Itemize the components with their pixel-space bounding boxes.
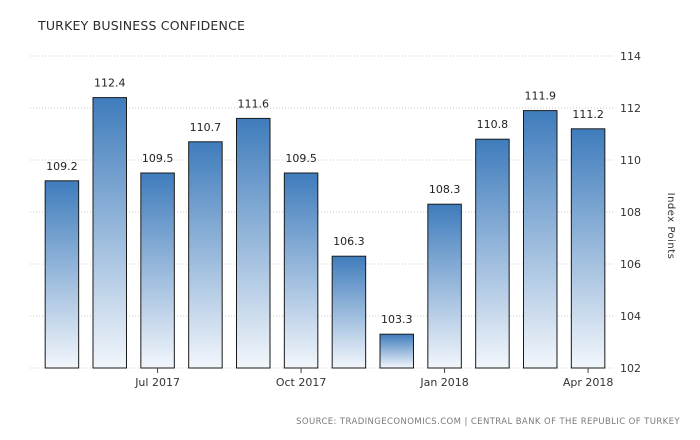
bar xyxy=(427,203,462,369)
x-tick-label: Jul 2017 xyxy=(134,376,180,389)
bar xyxy=(379,333,414,369)
bar xyxy=(331,255,367,369)
x-tick-label: Jan 2018 xyxy=(419,376,468,389)
y-tick-label: 108 xyxy=(620,206,641,219)
bar xyxy=(475,138,510,369)
y-tick-label: 112 xyxy=(620,102,641,115)
chart-title: TURKEY BUSINESS CONFIDENCE xyxy=(37,18,245,33)
bar xyxy=(570,128,606,369)
bar-value-label: 103.3 xyxy=(381,313,413,326)
bar-value-label: 110.7 xyxy=(190,121,222,134)
bar-value-label: 111.6 xyxy=(238,97,270,110)
y-tick-label: 104 xyxy=(620,310,641,323)
x-axis-ticks: Jul 2017 Oct 2017 Jan 2018 Apr 2018 xyxy=(134,368,613,389)
source-note: SOURCE: TRADINGECONOMICS.COM | CENTRAL B… xyxy=(296,417,680,427)
bar-value-label: 111.2 xyxy=(572,108,604,121)
grid-lines xyxy=(30,55,614,369)
bar-value-label: 109.2 xyxy=(46,160,78,173)
y-axis-ticks: 102 104 106 108 110 112 114 xyxy=(620,50,641,375)
bar xyxy=(283,172,319,369)
bar-value-label: 108.3 xyxy=(429,183,461,196)
bar-value-label: 106.3 xyxy=(333,235,365,248)
bar xyxy=(44,180,80,369)
y-tick-label: 110 xyxy=(620,154,641,167)
y-tick-label: 102 xyxy=(620,362,641,375)
bar-value-label: 109.5 xyxy=(142,152,174,165)
bar-value-label: 111.9 xyxy=(525,90,557,103)
x-tick-label: Oct 2017 xyxy=(276,376,327,389)
bar xyxy=(92,97,127,369)
y-axis-label: Index Points xyxy=(665,193,676,260)
bar xyxy=(523,110,558,369)
bar-value-label: 110.8 xyxy=(477,118,509,131)
bar-value-label: 112.4 xyxy=(94,77,126,90)
x-tick-label: Apr 2018 xyxy=(563,376,614,389)
bar xyxy=(140,172,175,369)
y-tick-label: 106 xyxy=(620,258,641,271)
bar xyxy=(236,117,271,369)
bars xyxy=(44,97,606,369)
data-labels: 109.2 112.4 109.5 110.7 111.6 109.5 106.3 103.3… xyxy=(46,77,604,327)
y-tick-label: 114 xyxy=(620,50,641,63)
bar xyxy=(188,141,223,369)
bar-value-label: 109.5 xyxy=(285,152,317,165)
